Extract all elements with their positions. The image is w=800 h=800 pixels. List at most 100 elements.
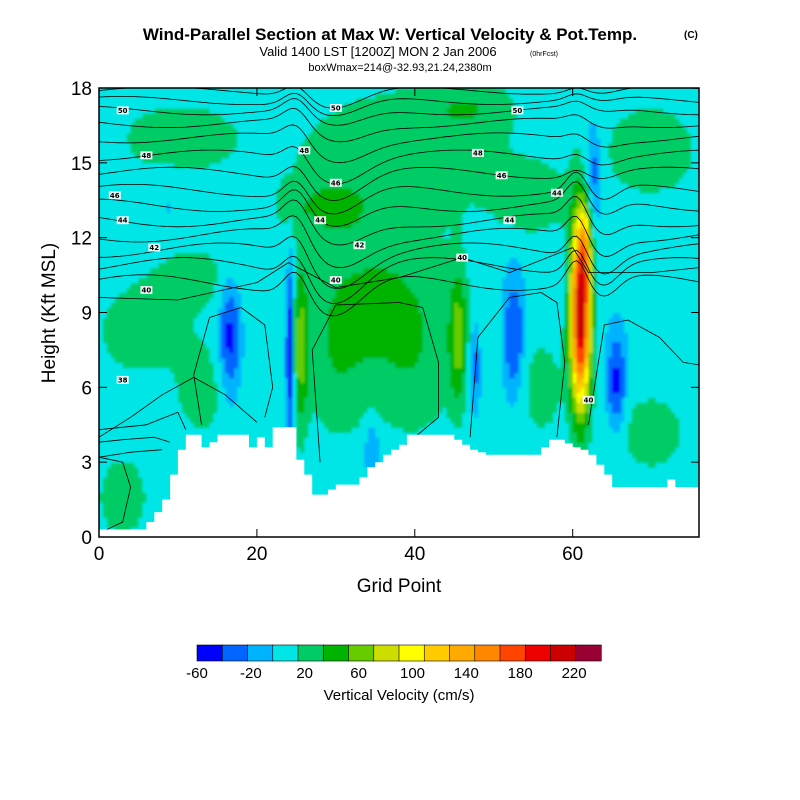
velocity-cell [110, 507, 116, 513]
velocity-cell [221, 102, 226, 109]
velocity-cell [213, 152, 219, 159]
velocity-cell [126, 377, 132, 383]
velocity-cell [245, 277, 250, 284]
velocity-cell [217, 277, 222, 284]
velocity-cell [213, 187, 219, 194]
velocity-cell [304, 307, 309, 314]
velocity-cell [209, 422, 215, 428]
velocity-cell [110, 327, 116, 334]
velocity-cell [288, 147, 294, 154]
velocity-cell [205, 142, 211, 149]
velocity-cell [249, 127, 254, 134]
velocity-cell [154, 407, 159, 413]
velocity-cell [134, 88, 140, 94]
velocity-cell [217, 102, 222, 109]
velocity-cell [174, 232, 179, 239]
velocity-cell [102, 517, 108, 523]
velocity-cell [138, 202, 144, 209]
velocity-cell [134, 427, 140, 433]
velocity-cell [102, 197, 108, 204]
velocity-cell [110, 322, 116, 329]
velocity-cell [213, 367, 219, 373]
velocity-cell [126, 162, 132, 169]
velocity-cell [166, 112, 171, 119]
velocity-cell [260, 322, 266, 329]
velocity-cell [229, 197, 234, 204]
velocity-cell [300, 407, 305, 413]
velocity-cell [197, 302, 203, 309]
velocity-cell [110, 207, 116, 214]
velocity-cell [241, 392, 246, 398]
velocity-cell [272, 337, 278, 344]
velocity-cell [264, 237, 270, 244]
velocity-cell [142, 172, 147, 179]
velocity-cell [138, 497, 144, 503]
velocity-cell [122, 407, 128, 413]
info-line: boxWmax=214@-32.93,21.24,2380m [308, 62, 491, 74]
velocity-cell [134, 392, 140, 398]
velocity-cell [304, 257, 309, 264]
velocity-cell [221, 332, 226, 339]
velocity-cell [221, 162, 226, 169]
velocity-cell [134, 237, 140, 244]
velocity-cell [229, 302, 234, 309]
velocity-cell [118, 202, 124, 209]
velocity-cell [162, 492, 167, 498]
velocity-cell [158, 397, 163, 403]
velocity-cell [185, 352, 191, 358]
velocity-cell [122, 342, 128, 349]
velocity-cell [150, 262, 155, 269]
velocity-cell [106, 422, 112, 428]
velocity-cell [249, 242, 254, 249]
velocity-cell [158, 352, 163, 358]
velocity-cell [209, 277, 215, 284]
velocity-cell [174, 192, 179, 199]
velocity-cell [118, 212, 124, 219]
velocity-cell [276, 242, 282, 249]
velocity-cell [185, 122, 191, 129]
velocity-cell [249, 192, 254, 199]
velocity-cell [241, 267, 246, 274]
velocity-cell [292, 367, 297, 373]
velocity-cell [316, 447, 321, 453]
velocity-cell [276, 257, 282, 264]
velocity-cell [99, 457, 104, 463]
velocity-cell [320, 472, 325, 478]
velocity-cell [142, 417, 147, 423]
velocity-cell [304, 362, 309, 368]
velocity-cell [102, 137, 108, 144]
velocity-cell [99, 232, 104, 239]
velocity-cell [134, 462, 140, 468]
velocity-cell [181, 342, 187, 349]
velocity-cell [205, 187, 211, 194]
velocity-cell [193, 372, 199, 378]
velocity-cell [174, 347, 179, 354]
velocity-cell [99, 412, 104, 418]
velocity-cell [272, 202, 278, 209]
velocity-cell [142, 282, 147, 289]
velocity-cell [237, 142, 242, 149]
velocity-cell [146, 182, 151, 189]
velocity-cell [110, 357, 116, 363]
velocity-cell [209, 227, 215, 234]
velocity-cell [304, 417, 309, 423]
velocity-cell [280, 307, 286, 314]
velocity-cell [280, 127, 286, 134]
velocity-cell [288, 182, 294, 189]
velocity-cell [256, 92, 262, 99]
velocity-cell [185, 237, 191, 244]
velocity-cell [292, 322, 297, 329]
velocity-cell [241, 222, 246, 229]
velocity-cell [158, 227, 163, 234]
velocity-cell [189, 222, 195, 229]
velocity-cell [110, 157, 116, 164]
velocity-cell [162, 182, 167, 189]
velocity-cell [292, 157, 297, 164]
velocity-cell [162, 197, 167, 204]
velocity-cell [221, 387, 226, 393]
velocity-cell [229, 417, 234, 423]
velocity-cell [150, 442, 155, 448]
velocity-cell [249, 197, 254, 204]
velocity-cell [126, 452, 132, 458]
velocity-cell [185, 107, 191, 114]
